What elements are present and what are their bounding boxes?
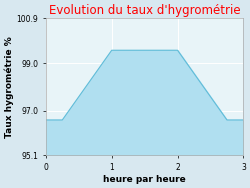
Y-axis label: Taux hygrométrie %: Taux hygrométrie % <box>4 36 14 138</box>
Title: Evolution du taux d'hygrométrie: Evolution du taux d'hygrométrie <box>49 4 240 17</box>
X-axis label: heure par heure: heure par heure <box>103 175 186 184</box>
